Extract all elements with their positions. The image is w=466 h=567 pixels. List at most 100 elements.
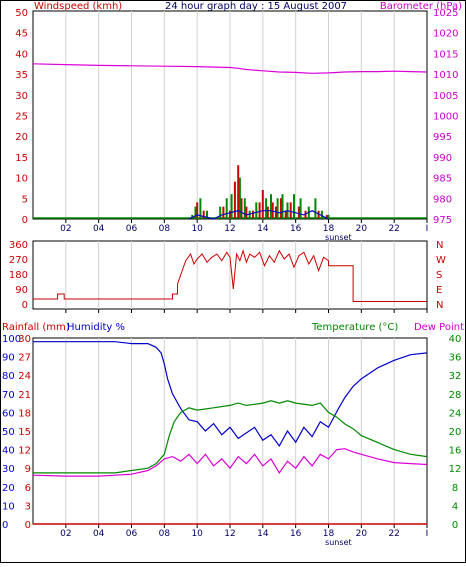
series-humidity--line (33, 341, 428, 448)
humidity-tick-label: 0 (2, 520, 8, 531)
series-dew-point (32, 448, 428, 477)
x-tick-label: 04 (93, 224, 105, 234)
humidity-tick-label: 100 (2, 334, 21, 345)
rainfall-tick-label: 9 (25, 464, 31, 475)
humidity-tick-label: 20 (2, 483, 15, 494)
wind-direction-line (33, 248, 427, 302)
windspeed-tick-label: 40 (15, 49, 28, 60)
x-tick-label: 22 (388, 529, 399, 539)
humidity-tick-label: 60 (2, 408, 15, 419)
temperature-tick-label: 24 (449, 408, 462, 419)
x-tick-label: 18 (323, 224, 335, 234)
rainfall-tick-label: 27 (18, 353, 31, 364)
series-wind-direction (33, 248, 427, 302)
series-barometer-line (32, 63, 428, 74)
rainfall-tick-label: 24 (18, 371, 31, 382)
windspeed-axis-label: Windspeed (kmh) (34, 1, 122, 12)
windspeed-tick-label: 15 (15, 153, 28, 164)
series-windspeed (196, 165, 328, 218)
humidity-tick-label: 10 (2, 501, 15, 512)
direction-tick-label: 180 (9, 270, 28, 281)
x-tick-label: 12 (224, 529, 235, 539)
x-tick-label: 04 (93, 529, 105, 539)
temperature-tick-label: 0 (452, 520, 458, 531)
barometer-tick-label: 980 (433, 194, 452, 205)
humidity-tick-label: 40 (2, 446, 15, 457)
windspeed-tick-label: 50 (15, 8, 28, 19)
compass-label: S (436, 270, 442, 281)
barometer-tick-label: 1005 (433, 91, 458, 102)
x-tick-label: 18 (323, 529, 335, 539)
x-tick-label: 02 (60, 529, 71, 539)
x-tick-label: 06 (126, 224, 138, 234)
sunset-label: sunset (325, 538, 352, 547)
barometer-tick-label: 995 (433, 132, 452, 143)
x-tick-label: 14 (257, 529, 269, 539)
rainfall-axis-label: Rainfall (mm) (2, 322, 70, 333)
windspeed-tick-label: 0 (22, 215, 28, 226)
compass-label: W (436, 255, 446, 266)
x-tick-label: 16 (290, 529, 302, 539)
series-humidity- (33, 341, 428, 448)
direction-tick-label: 270 (9, 255, 28, 266)
barometer-tick-label: 1000 (433, 112, 458, 123)
series-dew-point-line (32, 448, 428, 477)
rainfall-tick-label: 15 (18, 427, 31, 438)
barometer-tick-label: 1020 (433, 29, 458, 40)
x-tick-label: 16 (290, 224, 302, 234)
windspeed-tick-label: 35 (15, 70, 28, 81)
barometer-tick-label: 1015 (433, 49, 458, 60)
x-tick-label: 20 (356, 529, 368, 539)
x-tick-label: I (426, 224, 429, 234)
windspeed-tick-label: 5 (22, 194, 28, 205)
series-wind-average (188, 210, 329, 220)
temperature-tick-label: 32 (449, 371, 462, 382)
temperature-tick-label: 20 (449, 427, 462, 438)
x-tick-label: 20 (356, 224, 368, 234)
compass-label: N (436, 300, 443, 311)
temperature-tick-label: 40 (449, 334, 462, 345)
rainfall-tick-label: 6 (25, 483, 31, 494)
windspeed-tick-label: 20 (15, 132, 28, 143)
humidity-tick-label: 80 (2, 371, 15, 382)
dewpoint-axis-label: Dew Point (414, 322, 464, 333)
direction-tick-label: 360 (9, 240, 28, 251)
humidity-tick-label: 30 (2, 464, 15, 475)
temperature-tick-label: 28 (449, 390, 462, 401)
temperature-tick-label: 12 (449, 464, 462, 475)
temperature-tick-label: 36 (449, 353, 462, 364)
barometer-tick-label: 1025 (433, 8, 458, 19)
barometer-tick-label: 985 (433, 174, 452, 185)
rainfall-tick-label: 18 (18, 408, 31, 419)
humidity-axis-label: Humidity % (67, 322, 125, 333)
x-tick-label: 22 (388, 224, 399, 234)
x-tick-label: 14 (257, 224, 269, 234)
compass-label: N (436, 240, 443, 251)
x-tick-label: 10 (191, 529, 203, 539)
barometer-axis-label: Barometer (hPa) (380, 1, 462, 12)
temperature-tick-label: 4 (452, 501, 458, 512)
windspeed-tick-label: 25 (15, 112, 28, 123)
barometer-tick-label: 975 (433, 215, 452, 226)
barometer-tick-label: 1010 (433, 70, 458, 81)
temperature-tick-label: 8 (452, 483, 458, 494)
temperature-axis-label: Temperature (°C) (311, 322, 398, 333)
temperature-tick-label: 16 (449, 446, 462, 457)
humidity-tick-label: 50 (2, 427, 15, 438)
compass-label: E (436, 285, 442, 296)
sunset-label: sunset (325, 233, 352, 242)
x-tick-label: 08 (159, 224, 171, 234)
chart-title: 24 hour graph day : 15 August 2007 (165, 1, 347, 12)
humidity-tick-label: 90 (2, 353, 15, 364)
rainfall-tick-label: 21 (18, 390, 31, 401)
windspeed-tick-label: 10 (15, 174, 28, 185)
x-tick-label: I (426, 529, 429, 539)
rainfall-tick-label: 30 (18, 334, 31, 345)
windspeed-tick-label: 30 (15, 91, 28, 102)
x-tick-label: 10 (191, 224, 203, 234)
x-tick-label: 02 (60, 224, 71, 234)
direction-tick-label: 0 (22, 300, 28, 311)
series-barometer (32, 63, 428, 74)
